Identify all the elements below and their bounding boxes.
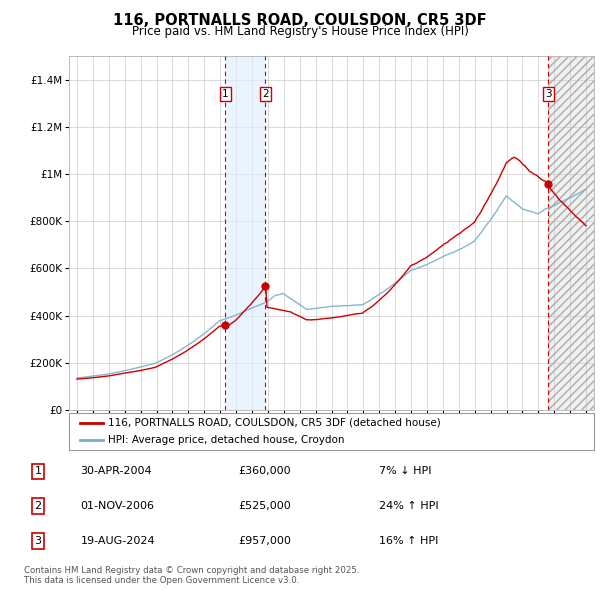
Text: 3: 3 <box>545 89 551 99</box>
Text: 2: 2 <box>35 501 41 511</box>
Text: 3: 3 <box>35 536 41 546</box>
Bar <box>548 56 594 410</box>
Text: Contains HM Land Registry data © Crown copyright and database right 2025.
This d: Contains HM Land Registry data © Crown c… <box>24 566 359 585</box>
Bar <box>226 56 265 410</box>
Text: 1: 1 <box>35 467 41 477</box>
Text: £360,000: £360,000 <box>238 467 291 477</box>
Text: 116, PORTNALLS ROAD, COULSDON, CR5 3DF: 116, PORTNALLS ROAD, COULSDON, CR5 3DF <box>113 13 487 28</box>
Text: 1: 1 <box>222 89 229 99</box>
Text: 116, PORTNALLS ROAD, COULSDON, CR5 3DF (detached house): 116, PORTNALLS ROAD, COULSDON, CR5 3DF (… <box>109 418 441 428</box>
Text: £957,000: £957,000 <box>238 536 291 546</box>
Text: £525,000: £525,000 <box>238 501 291 511</box>
Text: 01-NOV-2006: 01-NOV-2006 <box>80 501 154 511</box>
Text: 30-APR-2004: 30-APR-2004 <box>80 467 152 477</box>
Text: 24% ↑ HPI: 24% ↑ HPI <box>379 501 439 511</box>
Text: Price paid vs. HM Land Registry's House Price Index (HPI): Price paid vs. HM Land Registry's House … <box>131 25 469 38</box>
Text: 2: 2 <box>262 89 268 99</box>
Text: HPI: Average price, detached house, Croydon: HPI: Average price, detached house, Croy… <box>109 435 345 445</box>
Text: 16% ↑ HPI: 16% ↑ HPI <box>379 536 439 546</box>
Bar <box>548 56 594 410</box>
Text: 7% ↓ HPI: 7% ↓ HPI <box>379 467 432 477</box>
Text: 19-AUG-2024: 19-AUG-2024 <box>80 536 155 546</box>
